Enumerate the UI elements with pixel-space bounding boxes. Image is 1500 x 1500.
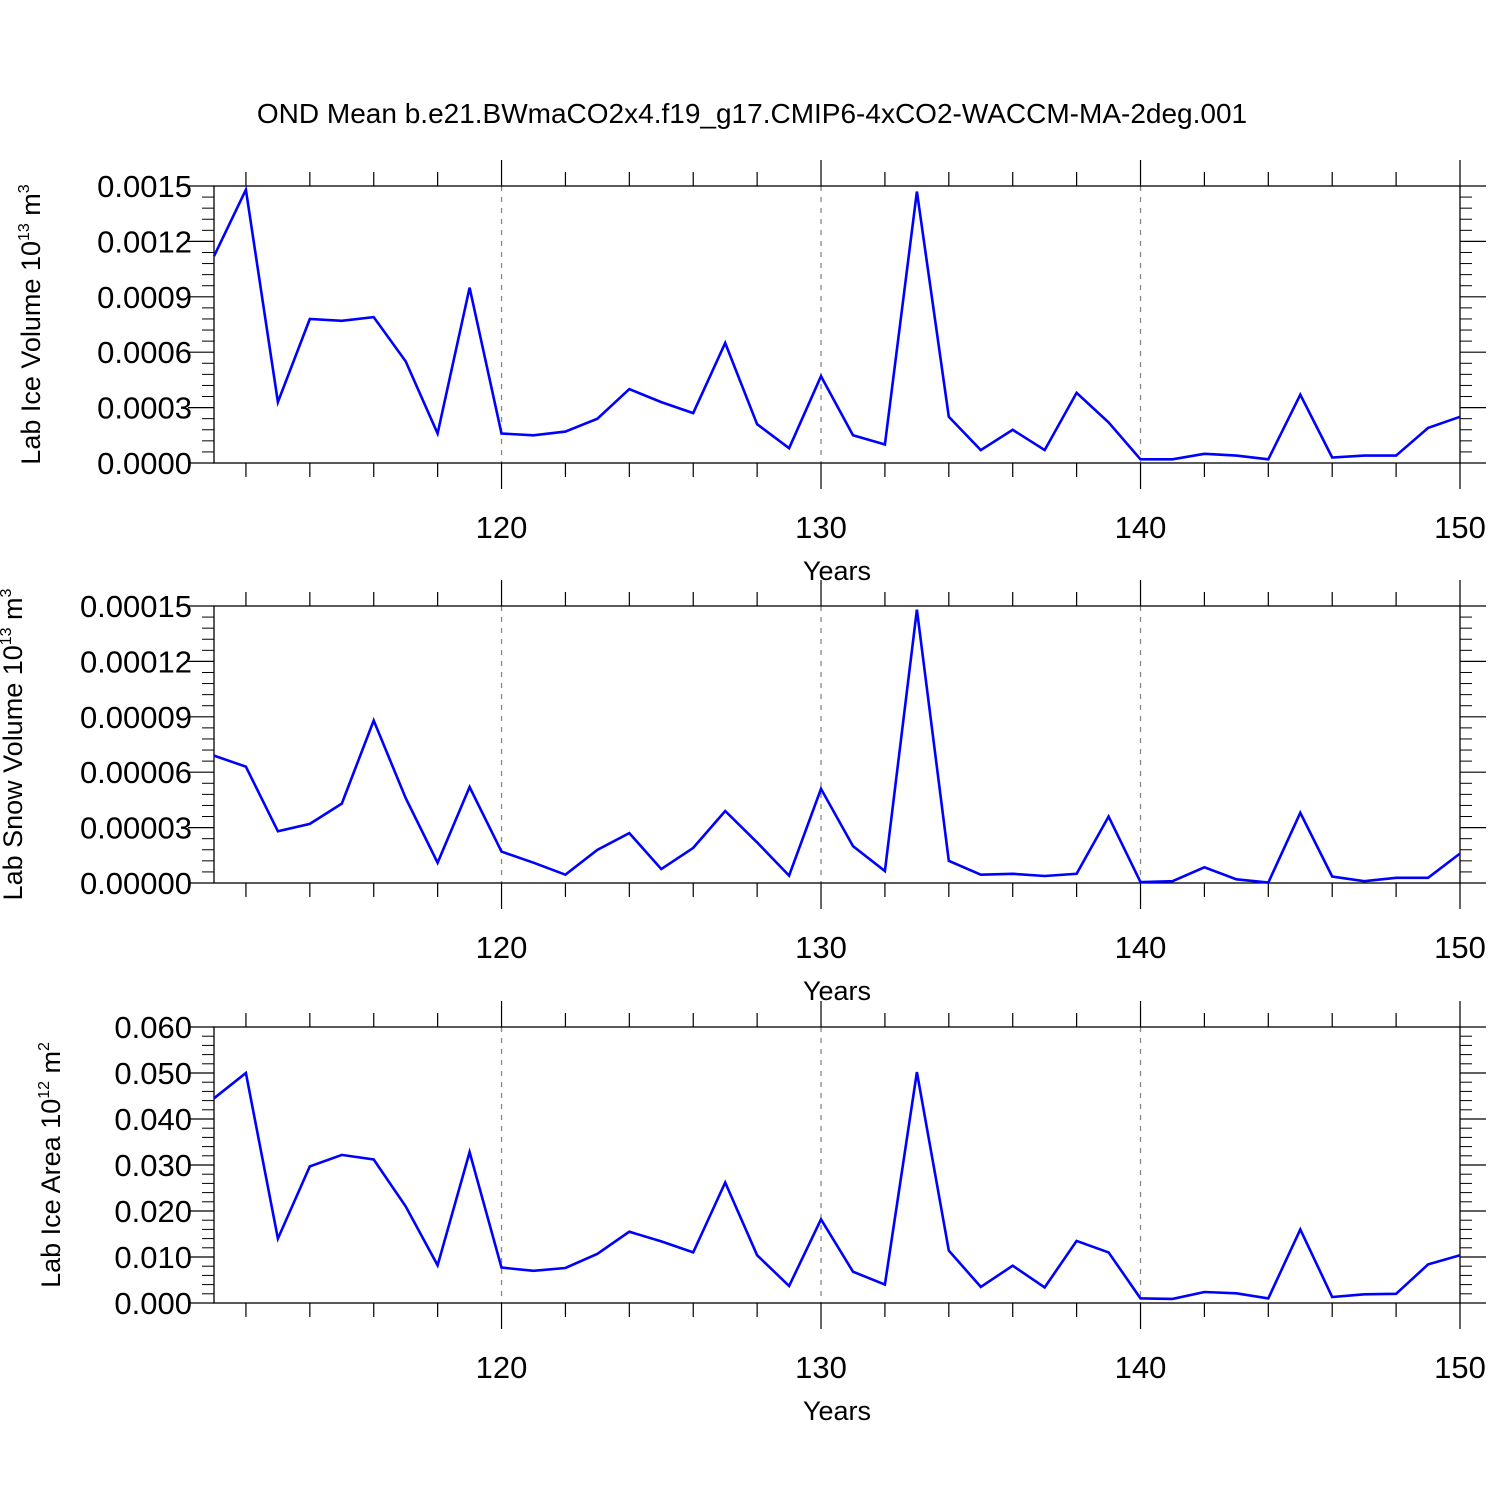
- y-tick-label: 0.00006: [80, 755, 192, 790]
- y-tick-label: 0.0009: [97, 280, 192, 315]
- y-axis-label-unit-exponent: 2: [36, 1042, 53, 1051]
- y-tick-label: 0.0015: [97, 169, 192, 204]
- y-tick-label: 0.00009: [80, 700, 192, 735]
- x-tick-label: 130: [795, 930, 847, 965]
- x-tick-label: 150: [1434, 1350, 1486, 1385]
- y-tick-label: 0.0000: [97, 446, 192, 481]
- chart-title: OND Mean b.e21.BWmaCO2x4.f19_g17.CMIP6-4…: [257, 98, 1247, 129]
- panel-3: 0.000 0.010 0.020 0.030 0.040 0.050 0.060 120 13…: [36, 1001, 1486, 1426]
- panel-2: 0.00000 0.00003 0.00006 0.00009 0.00012 0.000…: [0, 580, 1486, 1006]
- x-tick-label: 150: [1434, 510, 1486, 545]
- y-axis-label-unit: m: [36, 1051, 66, 1081]
- x-tick-label: 130: [795, 510, 847, 545]
- y-tick-label: 0.060: [114, 1010, 192, 1045]
- y-axis-label-base: Lab Ice Area 10: [36, 1099, 66, 1288]
- y-tick-label: 0.010: [114, 1240, 192, 1275]
- y-tick-label: 0.0012: [97, 224, 192, 259]
- x-tick-label: 120: [476, 1350, 528, 1385]
- y-tick-label: 0.040: [114, 1102, 192, 1137]
- plot-frame: [213, 1026, 1461, 1304]
- series-line: [213, 609, 1461, 884]
- x-tick-label: 130: [795, 1350, 847, 1385]
- panel-1: 0.0000 0.0003 0.0006 0.0009 0.0012 0.0015 120 1…: [16, 160, 1486, 586]
- x-axis-label: Years: [803, 556, 871, 586]
- series-line: [213, 1070, 1461, 1301]
- plot-frame: [213, 185, 1461, 464]
- y-tick-label: 0.050: [114, 1056, 192, 1091]
- y-tick-label: 0.000: [114, 1286, 192, 1321]
- y-axis-label: Lab Ice Area 1012 m2: [36, 1042, 66, 1288]
- y-tick-label: 0.00000: [80, 866, 192, 901]
- y-axis-label-exponent: 12: [36, 1081, 53, 1099]
- series-line: [212, 185, 1461, 461]
- y-axis-label-unit-exponent: 3: [16, 184, 33, 193]
- y-axis-label-unit: m: [16, 193, 46, 223]
- x-tick-label: 140: [1115, 510, 1167, 545]
- y-axis-label: Lab Snow Volume 1013 m3: [0, 588, 28, 900]
- y-axis-label-base: Lab Snow Volume 10: [0, 645, 28, 900]
- y-axis-label-unit-exponent: 3: [0, 588, 15, 597]
- y-axis-label: Lab Ice Volume 1013 m3: [16, 184, 46, 464]
- x-tick-label: 120: [476, 510, 528, 545]
- y-axis-label-exponent: 13: [0, 627, 15, 645]
- y-tick-label: 0.020: [114, 1194, 192, 1229]
- y-tick-label: 0.0003: [97, 391, 192, 426]
- x-tick-label: 140: [1115, 930, 1167, 965]
- y-axis-label-base: Lab Ice Volume 10: [16, 241, 46, 465]
- y-tick-label: 0.00015: [80, 589, 192, 624]
- x-tick-label: 140: [1115, 1350, 1167, 1385]
- y-axis-label-unit: m: [0, 597, 28, 627]
- y-tick-label: 0.00003: [80, 811, 192, 846]
- x-axis-label: Years: [803, 976, 871, 1006]
- x-tick-label: 120: [476, 930, 528, 965]
- y-tick-label: 0.030: [114, 1148, 192, 1183]
- y-axis-label-exponent: 13: [16, 223, 33, 241]
- y-tick-label: 0.0006: [97, 335, 192, 370]
- x-axis-label: Years: [803, 1396, 871, 1426]
- plot-frame: [213, 605, 1461, 884]
- y-tick-label: 0.00012: [80, 644, 192, 679]
- x-tick-label: 150: [1434, 930, 1486, 965]
